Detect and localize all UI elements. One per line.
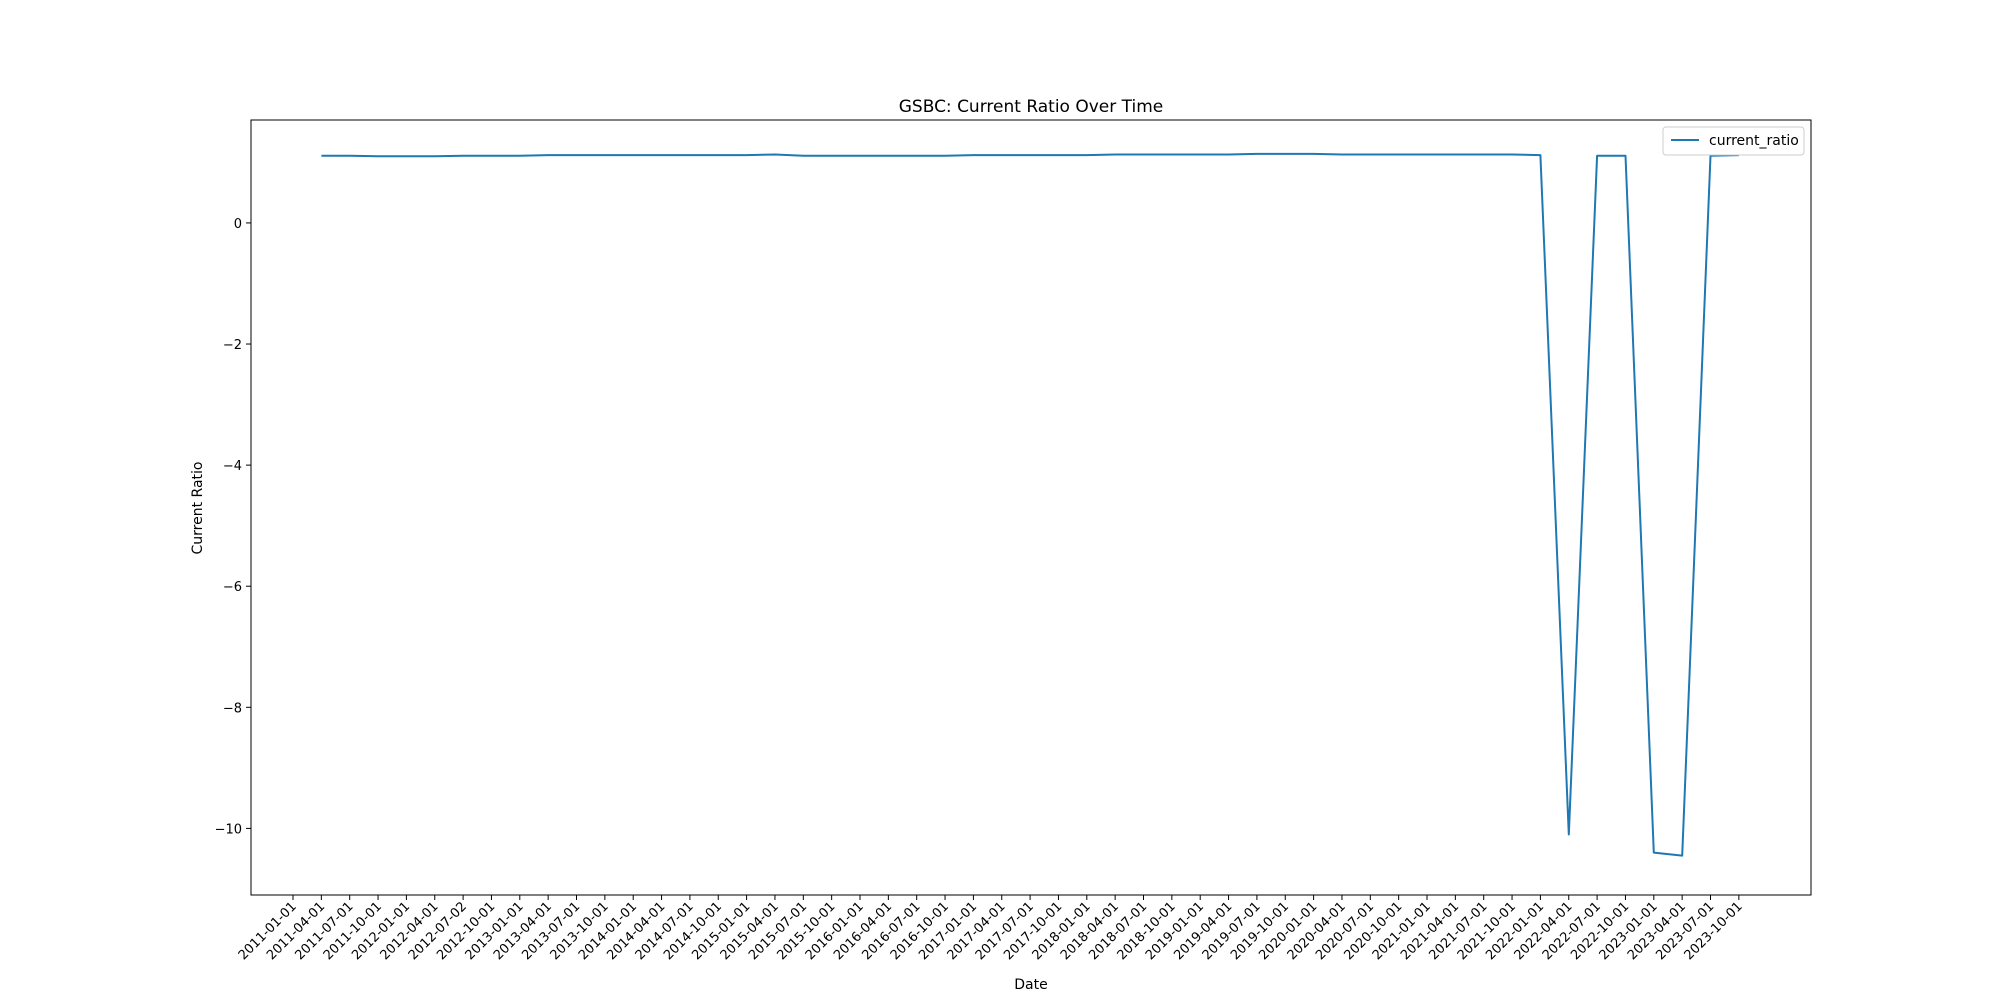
chart-title: GSBC: Current Ratio Over Time	[899, 97, 1164, 117]
legend: current_ratio	[1662, 126, 1805, 156]
y-axis: 0 −2 −4 −6 −8 −10	[215, 217, 251, 837]
plot-area	[250, 119, 1812, 896]
x-axis: 2011-01-012011-04-012011-07-012011-10-01…	[236, 895, 1746, 963]
y-tick-label: −4	[223, 459, 242, 474]
y-tick-label: −10	[215, 822, 242, 837]
series-layer	[321, 152, 1739, 857]
y-axis-label: Current Ratio	[190, 462, 206, 555]
legend-box	[1662, 126, 1805, 156]
series-line-current-ratio	[321, 152, 1739, 857]
legend-label-current-ratio: current_ratio	[1709, 133, 1799, 149]
y-tick-label: −8	[223, 701, 242, 716]
y-tick-label: 0	[234, 217, 242, 232]
x-axis-label: Date	[1014, 977, 1047, 993]
y-tick-label: −2	[223, 338, 242, 353]
y-tick-label: −6	[223, 580, 242, 595]
